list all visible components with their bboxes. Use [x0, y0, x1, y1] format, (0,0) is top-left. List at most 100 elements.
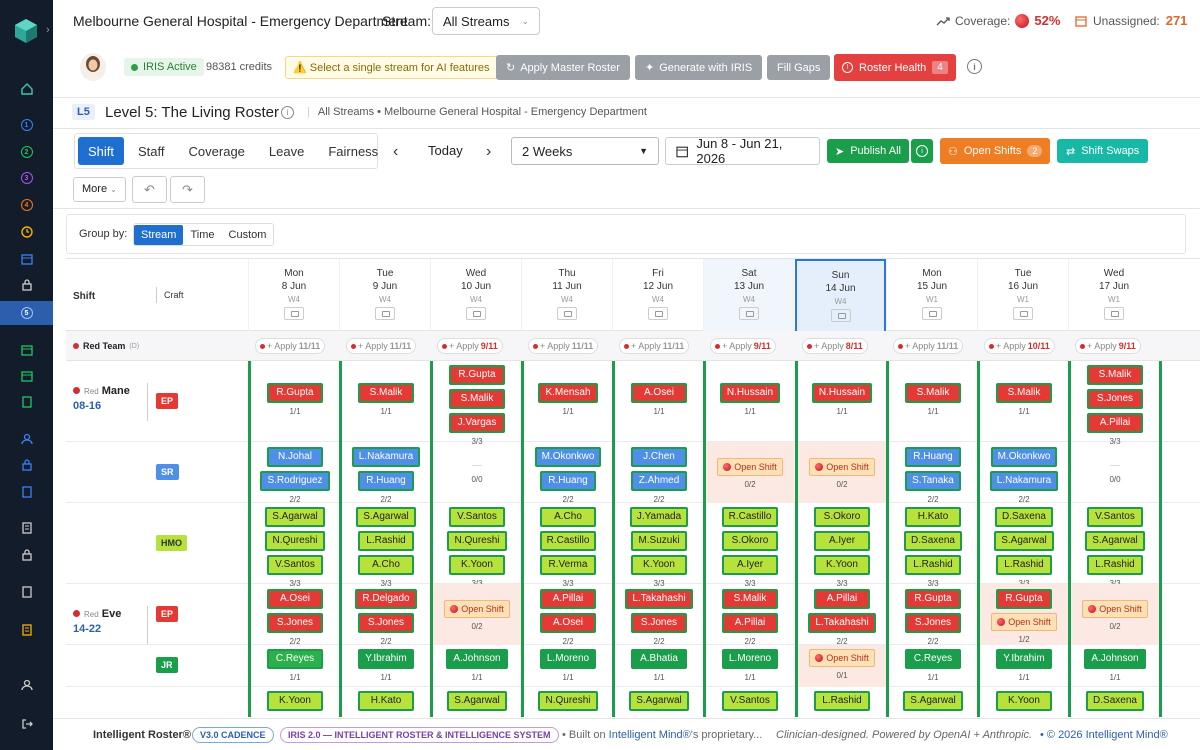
staff-chip[interactable]: N.Hussain: [719, 383, 781, 403]
roster-cell[interactable]: [1159, 584, 1200, 645]
staff-chip[interactable]: S.Jones: [1087, 389, 1143, 409]
open-shift-chip[interactable]: Open Shift: [991, 613, 1057, 631]
roster-cell[interactable]: R.Castillo S.Okoro A.Iyer 3/3: [703, 503, 794, 588]
staff-chip[interactable]: A.Pillai: [540, 589, 596, 609]
roster-cell[interactable]: R.Gupta 1/1: [248, 361, 339, 442]
roster-cell[interactable]: L.Moreno 1/1: [703, 645, 794, 687]
date-range-picker[interactable]: Jun 8 - Jun 21, 2026: [665, 136, 820, 166]
roster-cell[interactable]: Y.Ibrahim 1/1: [977, 645, 1068, 687]
day-column-header[interactable]: Tue 9 Jun W4: [339, 259, 430, 331]
staff-chip[interactable]: A.Cho: [358, 555, 414, 575]
staff-chip[interactable]: A.Osei: [540, 613, 596, 633]
roster-cell[interactable]: Open Shift 0/2: [795, 442, 886, 503]
roster-cell[interactable]: A.Osei S.Jones 2/2: [248, 584, 339, 646]
tab-leave[interactable]: Leave: [268, 143, 305, 159]
roster-cell[interactable]: A.Pillai L.Takahashi 2/2: [795, 584, 886, 646]
sidebar-item-document-3[interactable]: [0, 580, 53, 604]
staff-chip[interactable]: S.Agarwal: [1085, 531, 1145, 551]
staff-chip[interactable]: A.Bhatia: [631, 649, 687, 669]
sidebar-item-profile[interactable]: [0, 673, 53, 697]
group-by-stream[interactable]: Stream: [134, 224, 184, 245]
staff-chip[interactable]: K.Yoon: [449, 555, 505, 575]
roster-cell[interactable]: A.Osei 1/1: [612, 361, 703, 442]
sidebar-item-notes[interactable]: [0, 618, 53, 642]
staff-chip[interactable]: Y.Ibrahim: [358, 649, 414, 669]
open-shift-chip[interactable]: Open Shift: [717, 458, 783, 476]
staff-chip[interactable]: N.Qureshi: [538, 691, 598, 711]
open-shift-chip[interactable]: Open Shift: [809, 458, 875, 476]
roster-cell[interactable]: Open Shift 0/1: [795, 645, 886, 687]
roster-cell[interactable]: J.Chen Z.Ahmed 2/2: [612, 442, 703, 504]
staff-chip[interactable]: R.Huang: [358, 471, 414, 491]
staff-chip[interactable]: R.Huang: [540, 471, 596, 491]
tab-shift[interactable]: Shift: [78, 137, 125, 165]
next-period-button[interactable]: ›: [486, 143, 492, 160]
sidebar-item-lock-2[interactable]: [0, 453, 53, 477]
roster-cell[interactable]: R.Gupta S.Malik J.Vargas 3/3: [430, 361, 521, 446]
staff-chip[interactable]: L.Moreno: [539, 649, 597, 669]
roster-cell[interactable]: [1159, 503, 1200, 584]
apply-master-roster-button[interactable]: ↻ Apply Master Roster: [496, 55, 630, 80]
staff-chip[interactable]: K.Yoon: [631, 555, 687, 575]
footer-built-link[interactable]: Intelligent Mind®: [608, 729, 691, 741]
apply-pill[interactable]: + Apply 11/11: [619, 338, 690, 354]
roster-cell[interactable]: S.Agarwal: [886, 687, 977, 717]
staff-chip[interactable]: R.Verma: [540, 555, 596, 575]
roster-cell[interactable]: S.Malik S.Jones A.Pillai 3/3: [1068, 361, 1159, 446]
staff-chip[interactable]: J.Yamada: [629, 507, 689, 527]
fill-gaps-button[interactable]: Fill Gaps: [767, 55, 831, 80]
roster-cell[interactable]: S.Malik A.Pillai 2/2: [703, 584, 794, 646]
staff-chip[interactable]: L.Nakamura: [989, 471, 1059, 491]
sidebar-item-level-2[interactable]: 2: [0, 140, 53, 164]
staff-chip[interactable]: S.Malik: [722, 589, 778, 609]
staff-chip[interactable]: S.Malik: [996, 383, 1052, 403]
day-column-header[interactable]: Wed 17 Jun W1: [1068, 259, 1159, 331]
staff-chip[interactable]: Z.Ahmed: [631, 471, 687, 491]
sidebar-item-home[interactable]: [0, 77, 53, 101]
apply-pill[interactable]: + Apply 9/11: [1075, 338, 1141, 354]
stream-select[interactable]: All Streams ⌄: [432, 7, 540, 35]
roster-cell[interactable]: L.Takahashi S.Jones 2/2: [612, 584, 703, 646]
staff-chip[interactable]: R.Huang: [905, 447, 961, 467]
roster-health-button[interactable]: ! Roster Health 4: [834, 54, 956, 81]
chat-icon[interactable]: [739, 307, 759, 320]
staff-chip[interactable]: A.Pillai: [1087, 413, 1143, 433]
staff-chip[interactable]: L.Rashid: [358, 531, 414, 551]
chat-icon[interactable]: [1104, 307, 1124, 320]
staff-chip[interactable]: K.Mensah: [538, 383, 598, 403]
staff-chip[interactable]: S.Okoro: [814, 507, 870, 527]
sidebar-item-building[interactable]: [0, 516, 53, 540]
staff-chip[interactable]: L.Moreno: [721, 649, 779, 669]
apply-pill[interactable]: + Apply 11/11: [528, 338, 599, 354]
staff-chip[interactable]: H.Kato: [358, 691, 414, 711]
staff-chip[interactable]: A.Iyer: [722, 555, 778, 575]
apply-pill[interactable]: + Apply 8/11: [802, 338, 868, 354]
roster-cell[interactable]: [1159, 442, 1200, 503]
staff-chip[interactable]: M.Okonkwo: [534, 447, 602, 467]
roster-cell[interactable]: N.Johal S.Rodriguez 2/2: [248, 442, 339, 504]
undo-button[interactable]: ↶: [132, 176, 167, 203]
roster-cell[interactable]: M.Okonkwo L.Nakamura 2/2: [977, 442, 1068, 504]
tab-staff[interactable]: Staff: [138, 143, 165, 159]
roster-cell[interactable]: L.Rashid: [795, 687, 886, 717]
day-column-header[interactable]: Sun 14 Jun W4: [795, 259, 886, 331]
group-by-time[interactable]: Time: [190, 228, 215, 241]
roster-cell[interactable]: A.Johnson 1/1: [1068, 645, 1159, 687]
sidebar-toggle-icon[interactable]: ›: [46, 24, 50, 36]
staff-chip[interactable]: V.Santos: [1087, 507, 1143, 527]
roster-cell[interactable]: S.Agarwal: [612, 687, 703, 717]
staff-chip[interactable]: V.Santos: [449, 507, 505, 527]
staff-chip[interactable]: S.Jones: [267, 613, 323, 633]
roster-cell[interactable]: [1159, 687, 1200, 717]
sidebar-item-document[interactable]: [0, 390, 53, 414]
staff-chip[interactable]: D.Saxena: [1086, 691, 1144, 711]
staff-chip[interactable]: R.Delgado: [355, 589, 417, 609]
roster-cell[interactable]: L.Nakamura R.Huang 2/2: [339, 442, 430, 504]
roster-cell[interactable]: N.Hussain 1/1: [795, 361, 886, 442]
staff-chip[interactable]: K.Yoon: [996, 691, 1052, 711]
staff-chip[interactable]: M.Okonkwo: [990, 447, 1058, 467]
staff-chip[interactable]: J.Chen: [631, 447, 687, 467]
staff-chip[interactable]: S.Malik: [905, 383, 961, 403]
day-column-header[interactable]: Mon 8 Jun W4: [248, 259, 339, 331]
staff-chip[interactable]: S.Jones: [905, 613, 961, 633]
